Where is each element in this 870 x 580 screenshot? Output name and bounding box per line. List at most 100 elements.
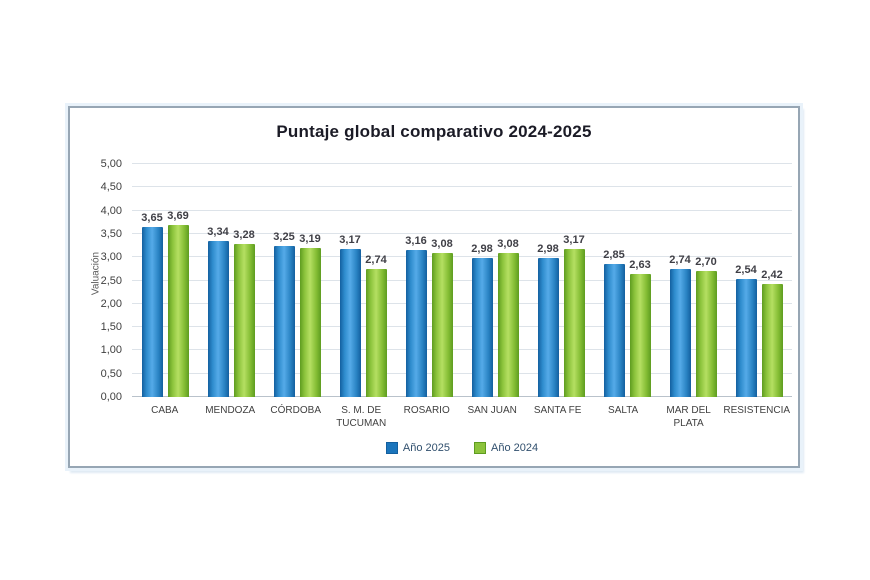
bar-wrap: 3,28 (233, 229, 255, 397)
chart-title: Puntaje global comparativo 2024-2025 (276, 122, 592, 141)
bar-wrap: 2,74 (669, 254, 691, 397)
bar (431, 253, 453, 397)
gridline (132, 302, 792, 304)
bar-wrap: 2,98 (471, 243, 493, 397)
bar-wrap: 3,17 (563, 234, 585, 397)
bar (365, 269, 387, 397)
bar-value-label: 3,19 (299, 233, 321, 245)
category-label: CÓRDOBA (270, 405, 321, 416)
bar-wrap: 3,69 (167, 210, 189, 397)
bar-value-label: 2,63 (629, 259, 651, 271)
category-label: SALTA (608, 405, 639, 416)
bar (629, 274, 651, 397)
category-label: MENDOZA (205, 405, 256, 416)
gridline (132, 186, 792, 188)
bar-wrap: 3,16 (405, 235, 427, 397)
gridline (132, 256, 792, 258)
category-label: SANTA FE (533, 405, 582, 416)
legend-swatch-icon (385, 442, 398, 454)
bar-wrap: 2,85 (603, 249, 625, 397)
gridline (132, 232, 792, 234)
y-tick-label: 3,00 (100, 251, 122, 264)
bar-group: 2,85 2,63 (594, 249, 660, 397)
bar-value-label: 2,74 (365, 254, 387, 266)
bar (141, 227, 163, 397)
bar-value-label: 3,25 (273, 231, 295, 243)
y-tick-label: 0,00 (100, 391, 122, 403)
bar (471, 258, 493, 397)
bar-wrap: 2,70 (695, 256, 717, 397)
bar-value-label: 3,17 (339, 234, 361, 246)
bar (563, 249, 585, 397)
bar (537, 258, 559, 397)
bar-group: 2,98 3,08 (462, 238, 528, 397)
bar-value-label: 2,54 (735, 264, 757, 276)
gridline (132, 209, 792, 211)
bar-value-label: 3,34 (207, 226, 229, 238)
bar-value-label: 3,16 (405, 235, 427, 247)
gridline (132, 349, 792, 351)
bar (695, 271, 717, 397)
category-label: RESISTENCIA (723, 405, 791, 416)
bar (735, 279, 757, 397)
y-tick-label: 5,00 (100, 158, 122, 170)
plot-area: 0,00 0,50 1,00 1,50 2,00 2,50 3,00 3,50 4,00 4,50… (101, 158, 792, 403)
y-tick-label: 4,00 (100, 204, 122, 217)
gridline (132, 396, 792, 397)
bar-group: 3,25 3,19 (264, 231, 330, 397)
bar-wrap: 2,42 (761, 269, 783, 397)
bar-wrap: 2,54 (735, 264, 757, 397)
bar (339, 249, 361, 397)
bar-value-label: 3,69 (167, 210, 189, 222)
y-tick-label: 0,50 (100, 367, 122, 380)
bar-value-label: 2,74 (669, 254, 691, 266)
gridline (132, 372, 792, 374)
legend: Año 2025 Año 2024 (132, 442, 792, 454)
legend-item: Año 2024 (474, 442, 538, 454)
bar-group: 3,65 3,69 (132, 210, 198, 397)
bar (669, 269, 691, 397)
y-tick-label: 2,50 (100, 274, 122, 287)
y-tick-label: 1,00 (100, 344, 122, 357)
x-axis-labels: CABA MENDOZA CÓRDOBA S. M. DE TUCUMAN ROSARI… (132, 405, 792, 430)
bar-wrap: 3,08 (497, 238, 519, 397)
category-label: MAR DEL PLATA (666, 405, 711, 429)
bar-wrap: 3,25 (273, 231, 295, 397)
bar-group: 3,17 2,74 (330, 234, 396, 397)
bar-value-label: 3,08 (431, 238, 453, 250)
bar (233, 244, 255, 397)
bar-wrap: 3,08 (431, 238, 453, 397)
legend-swatch-icon (474, 442, 486, 454)
gridline (132, 326, 792, 328)
bar-wrap: 3,65 (141, 212, 163, 397)
bar-value-label: 2,42 (761, 269, 783, 281)
bar (167, 225, 189, 397)
legend-label: Año 2024 (491, 442, 539, 454)
bar-group: 2,54 2,42 (726, 264, 792, 397)
y-tick-label: 2,00 (100, 297, 122, 310)
bar-wrap: 3,19 (299, 233, 321, 397)
bar-group: 2,74 2,70 (660, 254, 726, 397)
bar-group: 2,98 3,17 (528, 234, 594, 397)
legend-label: Año 2025 (402, 442, 450, 454)
bar (497, 253, 519, 397)
bar (405, 250, 427, 397)
bar-value-label: 2,70 (695, 256, 717, 268)
bar-wrap: 2,74 (365, 254, 387, 397)
bar-wrap: 2,98 (537, 243, 559, 397)
bar-value-label: 3,28 (233, 229, 255, 241)
bar-value-label: 2,85 (603, 249, 625, 261)
gridline (132, 163, 792, 164)
bar-wrap: 2,63 (629, 259, 651, 397)
bar (299, 248, 321, 397)
category-label: CABA (151, 405, 179, 416)
bar-value-label: 2,98 (537, 243, 559, 255)
bar-wrap: 3,34 (207, 226, 229, 397)
bar-value-label: 3,17 (563, 234, 585, 246)
bar (761, 284, 783, 397)
y-tick-label: 3,50 (100, 227, 122, 240)
legend-item: Año 2025 (385, 442, 450, 454)
y-tick-label: 1,50 (100, 321, 122, 334)
bar-chart: Puntaje global comparativo 2024-2025 Val… (68, 106, 800, 468)
